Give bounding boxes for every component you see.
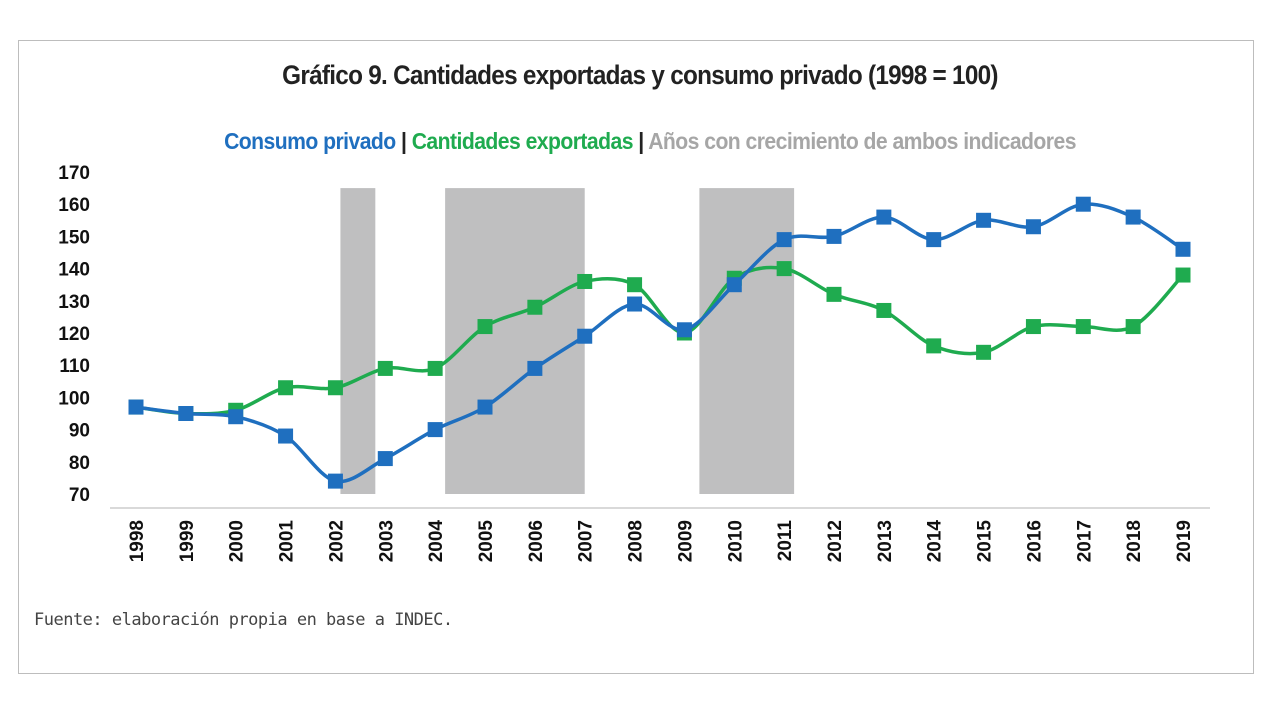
data-point-consumo-privado [826,228,842,244]
y-tick-label: 170 [58,163,90,184]
y-tick-label: 140 [58,260,90,281]
y-tick-label: 110 [59,356,90,377]
data-point-consumo-privado [627,296,643,312]
data-point-cantidades-exportadas [876,302,892,318]
source-note: Fuente: elaboración propia en base a IND… [34,610,453,630]
data-point-cantidades-exportadas [1025,319,1041,335]
x-tick-label: 2000 [227,520,248,562]
data-point-cantidades-exportadas [776,261,792,277]
data-point-cantidades-exportadas [1175,267,1191,283]
data-point-consumo-privado [527,360,543,376]
data-point-consumo-privado [278,428,294,444]
x-tick-label: 2009 [675,520,696,562]
x-tick-label: 2019 [1174,520,1195,562]
x-tick-label: 2006 [526,520,547,562]
legend-separator: | [400,128,407,154]
x-tick-label: 2013 [875,520,896,562]
x-tick-label: 2001 [277,520,298,563]
y-tick-label: 130 [58,292,90,313]
data-point-cantidades-exportadas [976,344,992,360]
data-point-consumo-privado [477,399,493,415]
x-tick-label: 2015 [975,520,996,563]
data-point-consumo-privado [1125,209,1141,225]
data-point-consumo-privado [976,212,992,228]
y-tick-label: 120 [58,324,90,345]
data-point-consumo-privado [1175,241,1191,257]
chart-title: Gráfico 9. Cantidades exportadas y consu… [282,60,998,90]
data-point-consumo-privado [776,232,792,248]
x-tick-label: 2005 [476,520,497,563]
data-point-cantidades-exportadas [327,380,343,396]
shaded-period [340,188,376,494]
data-point-consumo-privado [577,328,593,344]
x-tick-label: 2008 [626,520,647,562]
data-point-cantidades-exportadas [377,360,393,376]
data-point-cantidades-exportadas [477,319,493,335]
data-point-cantidades-exportadas [926,338,942,354]
data-point-consumo-privado [926,232,942,248]
data-point-cantidades-exportadas [577,273,593,289]
x-tick-label: 2010 [725,520,746,562]
x-tick-label: 1998 [127,520,148,562]
x-tick-label: 2003 [376,520,397,562]
x-tick-label: 2016 [1024,520,1045,562]
data-point-cantidades-exportadas [278,380,294,396]
data-point-cantidades-exportadas [427,360,443,376]
data-point-cantidades-exportadas [627,277,643,293]
x-tick-label: 2017 [1074,520,1095,562]
legend-shaded: Años con crecimiento de ambos indicadore… [648,128,1076,154]
data-point-cantidades-exportadas [826,286,842,302]
chart-legend: Consumo privado | Cantidades exportadas … [52,128,1248,155]
x-tick-label: 2018 [1124,520,1145,562]
data-point-consumo-privado [427,422,443,438]
x-tick-label: 2002 [326,520,347,562]
data-point-consumo-privado [876,209,892,225]
legend-consumo: Consumo privado [224,128,396,154]
data-point-consumo-privado [726,277,742,293]
legend-exportadas: Cantidades exportadas [411,128,634,154]
series-line-consumo-privado [135,202,1184,484]
data-point-cantidades-exportadas [1075,319,1091,335]
data-point-cantidades-exportadas [527,299,543,315]
x-tick-label: 2011 [775,520,796,562]
series-line-cantidades-exportadas [135,265,1185,416]
data-point-cantidades-exportadas [1125,319,1141,335]
chart-frame [18,40,1254,674]
data-point-consumo-privado [327,473,343,489]
y-tick-label: 70 [69,485,90,506]
y-tick-label: 150 [58,227,90,248]
y-tick-label: 80 [69,453,90,474]
data-point-consumo-privado [178,406,194,421]
y-tick-label: 100 [58,388,90,409]
data-point-consumo-privado [228,409,244,425]
data-point-consumo-privado [377,451,393,467]
y-tick-label: 90 [69,421,90,442]
legend-separator: | [638,128,644,154]
data-point-consumo-privado [1025,219,1041,235]
y-tick-label: 160 [58,195,90,216]
data-point-consumo-privado [128,399,144,415]
data-point-consumo-privado [1075,196,1091,212]
x-tick-label: 1999 [177,520,198,562]
data-point-consumo-privado [676,322,692,338]
x-tick-label: 2004 [426,520,447,563]
x-tick-label: 2012 [825,520,846,562]
x-tick-label: 2007 [576,520,597,562]
x-tick-label: 2014 [925,520,946,563]
